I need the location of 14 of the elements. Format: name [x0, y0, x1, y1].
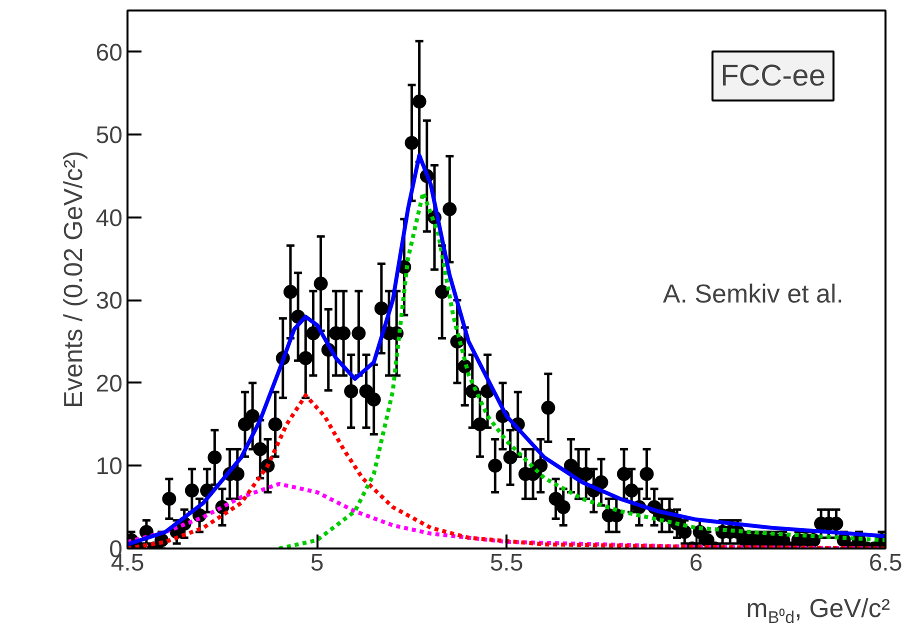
x-tick-label: 6.5: [868, 550, 902, 576]
annotation: A. Semkiv et al.: [662, 278, 844, 308]
y-axis-title: Events / (0.02 GeV/c²): [58, 150, 88, 408]
y-tick-label: 30: [96, 288, 123, 315]
x-tick-label: 6: [689, 550, 703, 576]
x-tick-label: 5: [310, 550, 324, 576]
x-tick-label: 5.5: [490, 550, 524, 576]
y-tick-label: 20: [96, 370, 123, 398]
y-tick-label: 50: [96, 122, 123, 150]
x-axis-title: m$_{B⁰d}$, GeV/c²: [746, 593, 890, 630]
y-tick-label: 60: [96, 39, 123, 66]
y-tick-label: 40: [96, 204, 123, 232]
annotation: FCC-ee: [720, 60, 826, 92]
y-tick-label: 10: [96, 453, 123, 480]
